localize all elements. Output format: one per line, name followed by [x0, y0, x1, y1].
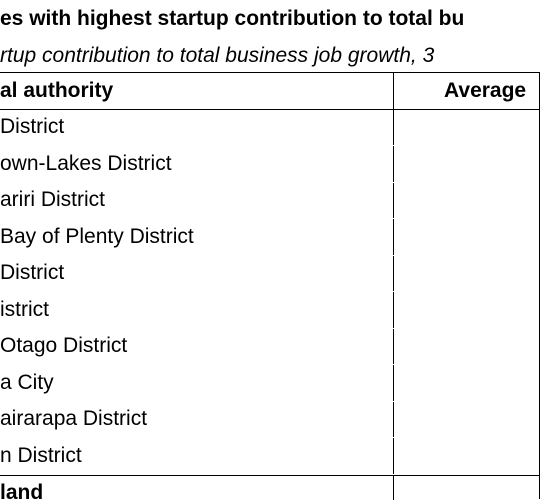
value-cell: [394, 183, 540, 219]
authority-cell: ariri District: [0, 182, 394, 218]
table-row: District: [0, 109, 540, 146]
header-average: Average: [444, 78, 527, 102]
header-local-authority: al authority: [0, 73, 394, 109]
table-row: own-Lakes District: [0, 146, 540, 183]
value-cell: [394, 438, 540, 474]
value-cell: [394, 219, 540, 255]
authority-cell: Otago District: [0, 328, 394, 364]
value-cell: [394, 329, 540, 365]
table-row: n District: [0, 438, 540, 475]
authority-cell: District: [0, 109, 394, 145]
table-subtitle: rtup contribution to total business job …: [0, 44, 435, 67]
total-value-cell: [394, 476, 540, 500]
table-total-row: land: [0, 474, 540, 500]
table-row: ariri District: [0, 182, 540, 219]
value-cell: [394, 292, 540, 328]
authority-cell: own-Lakes District: [0, 146, 394, 182]
table-row: airarapa District: [0, 401, 540, 438]
table-row: Otago District: [0, 328, 540, 365]
authority-cell: a City: [0, 365, 394, 401]
table-row: a City: [0, 365, 540, 402]
value-cell: [394, 365, 540, 401]
authority-cell: airarapa District: [0, 401, 394, 437]
authority-cell: n District: [0, 438, 394, 474]
table-header-row: al authority Average: [0, 72, 540, 110]
authority-cell: istrict: [0, 292, 394, 328]
table-row: istrict: [0, 292, 540, 329]
value-cell: [394, 402, 540, 438]
value-cell: [394, 256, 540, 292]
data-table: al authority Average District own-Lakes …: [0, 72, 540, 500]
table-row: District: [0, 255, 540, 292]
authority-cell: Bay of Plenty District: [0, 219, 394, 255]
value-cell: [394, 146, 540, 182]
authority-cell: District: [0, 255, 394, 291]
table-title: es with highest startup contribution to …: [0, 7, 465, 30]
table-row: Bay of Plenty District: [0, 219, 540, 256]
total-authority-cell: land: [0, 475, 394, 500]
value-cell: [394, 110, 540, 146]
